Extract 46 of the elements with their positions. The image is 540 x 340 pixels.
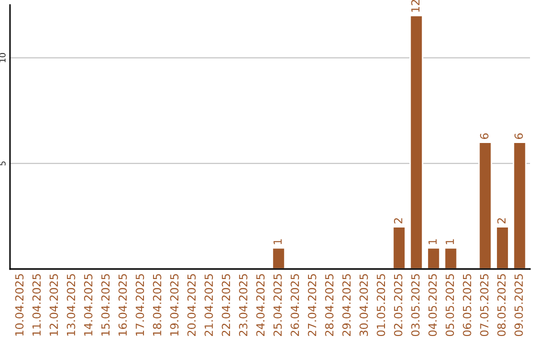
x-tick-label: 02.05.2025 [394,274,402,336]
x-tick-label: 13.04.2025 [66,274,76,336]
x-tick-label: 03.05.2025 [411,274,420,336]
bar [392,226,406,269]
x-tick-label: 11.04.2025 [32,274,41,336]
bar [409,14,424,269]
bar [426,247,440,269]
x-tick-label: 25.04.2025 [273,274,282,336]
data-label: 6 [514,133,523,139]
x-tick-label: 19.04.2025 [170,274,179,336]
x-tick-label: 10.04.2025 [15,274,24,336]
x-tick-label: 28.04.2025 [325,274,334,336]
x-tick-label: 07.05.2025 [480,274,488,336]
data-label: 1 [428,239,437,244]
data-label: 1 [274,239,282,244]
data-label: 2 [394,218,402,224]
x-tick-label: 05.05.2025 [446,274,454,336]
x-tick-label: 14.04.2025 [84,274,92,336]
x-tick-label: 08.05.2025 [497,274,506,336]
x-tick-label: 18.04.2025 [152,274,162,336]
bar [444,247,458,269]
bar [272,247,286,269]
x-tick-label: 22.04.2025 [222,274,230,336]
x-tick-label: 01.05.2025 [376,274,386,336]
x-tick-label: 24.04.2025 [256,274,265,336]
x-tick-label: 09.05.2025 [514,274,523,336]
x-tick-label: 04.05.2025 [428,274,437,336]
data-label: 6 [480,133,488,139]
x-tick-label: 21.04.2025 [204,274,213,336]
x-tick-label: 12.04.2025 [50,274,58,336]
x-tick-label: 20.04.2025 [187,274,196,336]
x-tick-label: 06.05.2025 [462,274,472,336]
x-tick-label: 17.04.2025 [136,274,144,336]
x-tick-label: 15.04.2025 [101,274,110,336]
data-label: 12 [411,0,420,12]
data-label: 1 [446,239,454,244]
bar [496,226,510,269]
x-tick-label: 16.04.2025 [118,274,127,336]
data-label: 2 [497,218,506,224]
x-tick-label: 26.04.2025 [290,274,300,336]
x-tick-label: 29.04.2025 [342,274,351,336]
x-tick-label: 27.04.2025 [308,274,316,336]
bar [512,142,527,269]
bar [478,142,492,269]
x-tick-label: 30.04.2025 [360,274,368,336]
x-tick-label: 23.04.2025 [238,274,248,336]
